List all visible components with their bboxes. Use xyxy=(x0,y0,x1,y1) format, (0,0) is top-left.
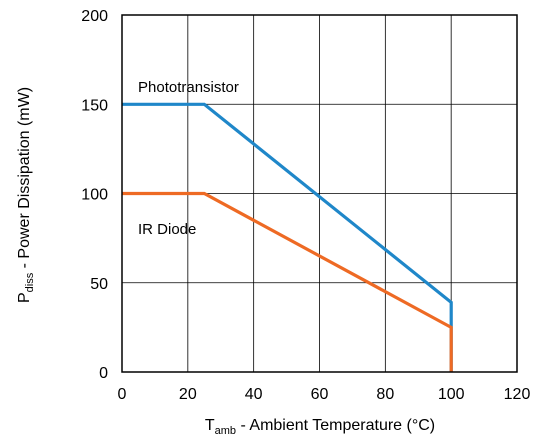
y-tick-label-0: 0 xyxy=(99,365,108,382)
x-tick-label-80: 80 xyxy=(376,386,394,403)
x-tick-label-100: 100 xyxy=(438,386,465,403)
annotation-phototransistor: Phototransistor xyxy=(138,79,239,96)
plot-frame xyxy=(121,14,518,373)
tick-labels: 0 20 40 60 80 100 120 0 50 100 150 200 xyxy=(81,8,530,403)
x-tick-label-60: 60 xyxy=(311,386,329,403)
series-layer xyxy=(122,102,453,372)
y-tick-label-150: 150 xyxy=(81,97,108,114)
y-axis-title: Pdiss - Power Dissipation (mW) xyxy=(16,87,36,303)
x-tick-label-0: 0 xyxy=(118,386,127,403)
y-tick-label-100: 100 xyxy=(81,187,108,204)
y-tick-label-50: 50 xyxy=(90,276,108,293)
x-tick-label-40: 40 xyxy=(245,386,263,403)
x-tick-label-20: 20 xyxy=(179,386,197,403)
series-line-ir-diode xyxy=(122,191,453,372)
x-tick-label-120: 120 xyxy=(504,386,531,403)
y-tick-label-200: 200 xyxy=(81,8,108,25)
x-axis-title: Tamb - Ambient Temperature (°C) xyxy=(205,417,435,436)
annotation-ir-diode: IR Diode xyxy=(138,221,196,238)
